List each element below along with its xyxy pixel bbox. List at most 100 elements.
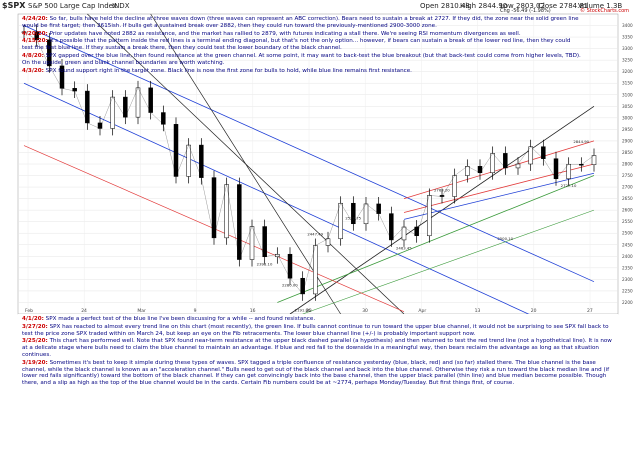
price-candle <box>541 146 546 159</box>
low-value: Low 2803.02 <box>500 2 545 10</box>
price-candle <box>363 203 369 225</box>
y-tick-label: 2200 <box>622 300 633 305</box>
exchange-label: INDX <box>112 2 130 10</box>
x-tick-label: 16 <box>250 308 256 314</box>
x-tick-label: Mar <box>137 308 146 314</box>
price-candle <box>503 153 508 169</box>
red-line-upper <box>403 140 595 199</box>
price-labels: 2844.90 2727.10 2398.10 2191.86 2447.49 2522.… <box>257 139 590 312</box>
price-candle <box>401 226 407 241</box>
top-note-4: 4/3/20: SPX found support right in the t… <box>22 68 582 75</box>
blue-channel-upper <box>23 25 595 283</box>
price-candle <box>566 163 571 180</box>
volume-value: Volume 1.3B <box>578 2 623 10</box>
price-candle <box>300 277 305 295</box>
x-tick-label: 13 <box>475 308 481 314</box>
bottom-note-1: 3/27/20: SPX has reacted to almost every… <box>22 324 616 338</box>
x-tick-label: Apr <box>418 308 426 314</box>
price-label: 2522.75 <box>345 215 361 220</box>
y-axis: 3400 3350 3300 3250 3200 3150 3100 3050 3000 2950… <box>622 23 633 305</box>
stockcharts-credit: © StockCharts.com <box>580 8 630 14</box>
y-tick-label: 2400 <box>622 254 633 259</box>
top-note-2: 4/15/20: It's possible that the pattern … <box>22 38 582 52</box>
top-note-1: 4/20/20: Prior updates have noted 2882 a… <box>22 31 582 38</box>
y-tick-label: 3050 <box>622 104 633 109</box>
y-tick-label: 2250 <box>622 288 633 293</box>
bottom-note-3: 3/19/20: Sometimes it's best to keep it … <box>22 360 616 387</box>
bottom-note-text: SPX made a perfect test of the blue line… <box>43 316 316 322</box>
y-tick-label: 3400 <box>622 23 633 28</box>
x-tick-label: 23 <box>306 308 312 314</box>
y-tick-label: 2950 <box>622 127 633 132</box>
y-tick-label: 2650 <box>622 196 633 201</box>
price-candle <box>237 184 242 260</box>
bottom-note-2: 3/25/20: This chart has performed well. … <box>22 338 616 358</box>
black-channel-line-2 <box>150 13 341 315</box>
price-label: 2763.20 <box>434 188 450 193</box>
change-value: Chg -56.49 (-1.98%) <box>500 8 551 14</box>
y-tick-label: 2600 <box>622 208 633 213</box>
price-candle <box>161 112 166 125</box>
price-candle <box>173 124 179 177</box>
price-label: 2447.49 <box>307 232 323 237</box>
price-candle <box>287 253 293 279</box>
x-tick-label: 9 <box>194 308 197 314</box>
price-label: 2191.86 <box>295 308 311 313</box>
lower-notes-area <box>18 314 618 473</box>
price-candle <box>427 195 432 237</box>
price-candle <box>325 238 331 246</box>
bottom-note-0: 4/1/20: SPX made a perfect test of the b… <box>22 316 616 323</box>
close-value: Close 2784.81 <box>538 2 589 10</box>
y-tick-label: 2750 <box>622 173 633 178</box>
y-tick-label: 2900 <box>622 138 633 143</box>
y-tick-label: 2500 <box>622 231 633 236</box>
ticker-symbol: $SPX <box>2 1 26 10</box>
y-tick-label: 2700 <box>622 185 633 190</box>
price-candle <box>528 146 533 165</box>
x-tick-label: 30 <box>362 308 368 314</box>
price-candle <box>262 226 267 258</box>
top-note-text: SPX gapped over the blue line, then foun… <box>22 52 581 66</box>
high-value: High 2844.90 <box>460 2 508 10</box>
trend-lines <box>23 13 595 345</box>
y-tick-label: 3250 <box>622 58 633 63</box>
blue-support-line <box>403 172 595 220</box>
price-candle <box>389 213 394 241</box>
price-candle <box>351 202 356 225</box>
open-value: Open 2810.48 <box>420 2 470 10</box>
blue-channel-lower <box>23 82 595 345</box>
price-label: 2463.45 <box>396 245 412 250</box>
y-tick-label: 3200 <box>622 69 633 74</box>
x-tick-label: 27 <box>587 308 593 314</box>
top-note-0: 4/24/20: So far, bulls have held the dec… <box>22 16 582 30</box>
x-axis: Feb 24 Mar 9 16 23 30 Apr 13 20 27 <box>25 308 593 314</box>
top-note-date: 4/3/20: <box>22 67 44 74</box>
price-candle <box>313 245 318 295</box>
price-label: 2398.10 <box>257 262 273 267</box>
top-note-text: Prior updates have noted 2882 as resista… <box>47 30 521 37</box>
y-tick-label: 2450 <box>622 242 633 247</box>
bottom-note-text: This chart has performed well. Note that… <box>22 338 614 358</box>
y-tick-label: 2550 <box>622 219 633 224</box>
x-tick-label: 24 <box>81 308 87 314</box>
price-candle <box>553 158 559 180</box>
price-label: 2280.00 <box>282 282 298 287</box>
grid-lines <box>18 14 618 314</box>
top-note-3: 4/8/20: SPX gapped over the blue line, t… <box>22 53 582 67</box>
price-candle <box>465 166 470 176</box>
price-candle <box>490 153 495 174</box>
x-tick-label: Feb <box>25 308 33 314</box>
y-tick-label: 3100 <box>622 92 633 97</box>
top-note-date: 4/24/20: <box>22 16 48 22</box>
chart-header: $SPX S&P 500 Large Cap Index INDX Open 2… <box>0 0 640 15</box>
y-tick-label: 3150 <box>622 81 633 86</box>
price-line <box>23 31 595 295</box>
y-tick-label: 2800 <box>622 162 633 167</box>
green-channel-mid <box>302 209 595 315</box>
price-candle <box>97 122 103 129</box>
y-tick-label: 2850 <box>622 150 633 155</box>
price-label: 2844.90 <box>573 139 589 144</box>
top-note-date: 4/20/20: <box>22 30 48 37</box>
notes-top: 4/24/20: So far, bulls have held the dec… <box>22 16 582 108</box>
